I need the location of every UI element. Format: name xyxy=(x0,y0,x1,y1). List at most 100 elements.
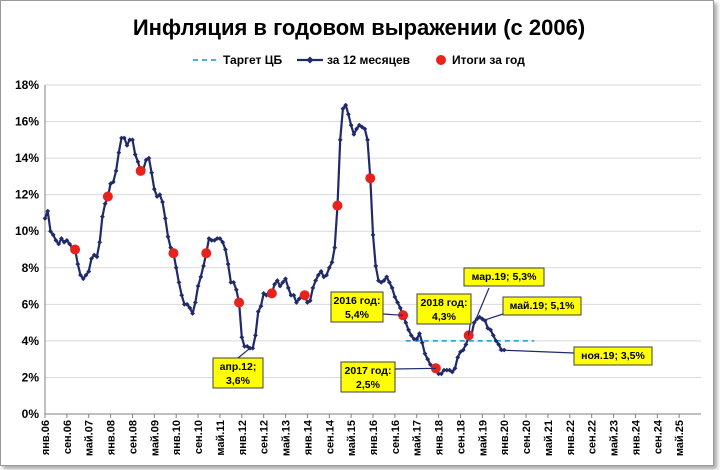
y-tick-label: 0% xyxy=(22,407,40,421)
series-point-12m xyxy=(274,278,280,283)
annotation-text: 2,5% xyxy=(356,379,381,391)
series-point-12m xyxy=(242,343,247,349)
series-point-12m xyxy=(490,333,496,338)
series-point-12m xyxy=(313,278,318,283)
series-point-12m xyxy=(176,280,182,285)
series-point-12m xyxy=(45,208,51,214)
x-axis: янв.06 сен.06 май.07 янв.08 сен.08 май.09 янв.… xyxy=(40,414,686,456)
series-point-12m xyxy=(373,263,379,269)
x-tick-label: сен.10 xyxy=(193,420,205,454)
annual-result-dot xyxy=(365,173,376,184)
series-point-12m xyxy=(411,336,417,342)
series-point-12m xyxy=(496,342,502,347)
x-tick-label: май.21 xyxy=(543,420,555,456)
annual-result-dot xyxy=(102,191,113,202)
series-point-12m xyxy=(151,186,157,192)
series-point-12m xyxy=(471,320,477,326)
y-tick-label: 14% xyxy=(15,151,39,165)
series-point-12m xyxy=(343,102,349,108)
series-point-12m xyxy=(214,236,220,241)
annual-result-dot xyxy=(135,165,146,176)
series-point-12m xyxy=(283,276,288,282)
series-point-12m xyxy=(285,285,291,291)
y-tick-label: 6% xyxy=(22,297,40,311)
series-point-12m xyxy=(187,305,193,311)
series-point-12m xyxy=(395,300,400,305)
x-tick-label: янв.08 xyxy=(106,420,118,455)
series-point-12m xyxy=(419,340,425,346)
y-tick-label: 18% xyxy=(15,78,39,92)
x-tick-label: сен.22 xyxy=(587,420,599,454)
legend-series-marker xyxy=(306,56,314,64)
annotation-box xyxy=(573,346,653,366)
series-point-12m xyxy=(315,272,321,278)
series-point-12m xyxy=(127,137,133,143)
series-point-12m xyxy=(130,137,135,143)
y-tick-label: 4% xyxy=(22,334,40,348)
annotation-leader xyxy=(382,313,404,316)
x-tick-label: сен.06 xyxy=(62,420,74,454)
annotation-leader xyxy=(237,347,251,359)
series-point-12m xyxy=(488,327,493,333)
annual-result-dot xyxy=(332,200,343,211)
series-point-12m xyxy=(389,285,395,291)
annotation-text: 2017 год: xyxy=(345,365,392,377)
annotation-box xyxy=(340,361,396,393)
series-point-12m xyxy=(438,371,444,377)
series-point-12m xyxy=(91,252,97,258)
annotation-leader xyxy=(498,349,575,354)
annotation-box xyxy=(212,357,264,389)
x-tick-label: сен.18 xyxy=(455,420,467,454)
series-point-12m xyxy=(217,236,223,241)
series-point-12m xyxy=(354,126,359,132)
x-tick-label: май.11 xyxy=(215,420,227,456)
series-point-12m xyxy=(75,261,81,267)
series-point-12m xyxy=(348,122,354,128)
x-tick-label: май.09 xyxy=(149,420,161,456)
series-point-12m xyxy=(332,245,338,251)
series-point-12m xyxy=(310,285,316,291)
series-point-12m xyxy=(225,261,231,267)
series-point-12m xyxy=(384,274,390,280)
series-point-12m xyxy=(100,214,105,219)
series-point-12m xyxy=(277,283,283,289)
series-point-12m xyxy=(381,278,387,283)
series-point-12m xyxy=(318,269,324,274)
x-tick-label: сен.24 xyxy=(652,419,664,454)
series-point-12m xyxy=(89,256,94,262)
series-point-12m xyxy=(59,236,64,241)
series-point-12m xyxy=(192,300,198,305)
chart-title: Инфляция в годовом выражении (с 2006) xyxy=(133,15,585,40)
series-point-12m xyxy=(231,280,236,285)
series-point-12m xyxy=(406,327,411,333)
series-point-12m xyxy=(493,338,499,344)
series-point-12m xyxy=(78,272,83,278)
x-tick-label: сен.20 xyxy=(521,420,533,454)
series-point-12m xyxy=(94,254,100,260)
annual-result-dot xyxy=(266,288,277,299)
series-point-12m xyxy=(255,309,261,315)
series-point-12m xyxy=(463,342,469,347)
legend-annual-label: Итоги за год xyxy=(452,53,525,67)
annual-result-dot xyxy=(70,244,81,255)
series-point-12m xyxy=(233,287,239,293)
x-tick-label: сен.08 xyxy=(127,420,139,454)
series-point-12m xyxy=(239,334,245,340)
x-tick-label: янв.22 xyxy=(565,420,577,455)
annual-result-dot xyxy=(299,290,310,301)
x-tick-label: май.17 xyxy=(412,420,424,456)
series-point-12m xyxy=(173,265,179,271)
series-point-12m xyxy=(119,135,124,141)
series-point-12m xyxy=(417,331,422,336)
series-point-12m xyxy=(337,137,343,143)
series-point-12m xyxy=(326,265,332,271)
series-point-12m xyxy=(53,237,59,243)
annotation-leader xyxy=(476,287,490,318)
x-tick-label: май.15 xyxy=(346,420,358,456)
series-point-12m xyxy=(425,356,431,362)
annotation-box xyxy=(416,293,472,325)
annotation-text: апр.12; xyxy=(220,361,257,373)
series-point-12m xyxy=(307,298,313,304)
series-point-12m xyxy=(280,280,286,285)
